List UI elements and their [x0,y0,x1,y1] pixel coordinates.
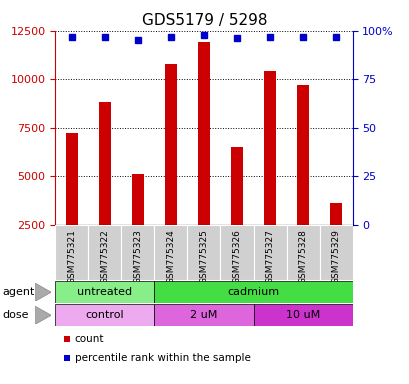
Polygon shape [35,283,51,301]
Bar [330,203,341,225]
Text: count: count [74,334,104,344]
Bar [319,225,352,280]
Text: GSM775321: GSM775321 [67,229,76,284]
Bar [154,225,187,280]
Text: GSM775328: GSM775328 [298,229,307,284]
Bar [154,281,352,303]
Text: cadmium: cadmium [227,287,279,297]
Bar [154,304,253,326]
Bar [55,304,154,326]
Bar [253,225,286,280]
Text: untreated: untreated [77,287,132,297]
Bar [253,304,352,326]
Text: percentile rank within the sample: percentile rank within the sample [74,353,250,363]
Bar [231,147,242,225]
Polygon shape [35,306,51,324]
Text: dose: dose [2,310,29,320]
Bar [99,103,110,225]
Bar [297,85,308,225]
Text: GSM775325: GSM775325 [199,229,208,284]
Text: GDS5179 / 5298: GDS5179 / 5298 [142,13,267,28]
Bar [264,71,275,225]
Bar [66,134,77,225]
Bar [55,225,88,280]
Bar [88,225,121,280]
Text: GSM775324: GSM775324 [166,229,175,284]
Bar [165,64,176,225]
Bar [187,225,220,280]
Text: GSM775327: GSM775327 [265,229,274,284]
Text: GSM775322: GSM775322 [100,229,109,284]
Text: 10 uM: 10 uM [285,310,319,320]
Text: GSM775329: GSM775329 [331,229,340,284]
Bar [198,42,209,225]
Bar [132,174,143,225]
Bar [220,225,253,280]
Text: GSM775326: GSM775326 [232,229,241,284]
Text: agent: agent [2,287,34,297]
Text: GSM775323: GSM775323 [133,229,142,284]
Text: 2 uM: 2 uM [190,310,217,320]
Bar [286,225,319,280]
Bar [121,225,154,280]
Bar [55,281,154,303]
Text: control: control [85,310,124,320]
